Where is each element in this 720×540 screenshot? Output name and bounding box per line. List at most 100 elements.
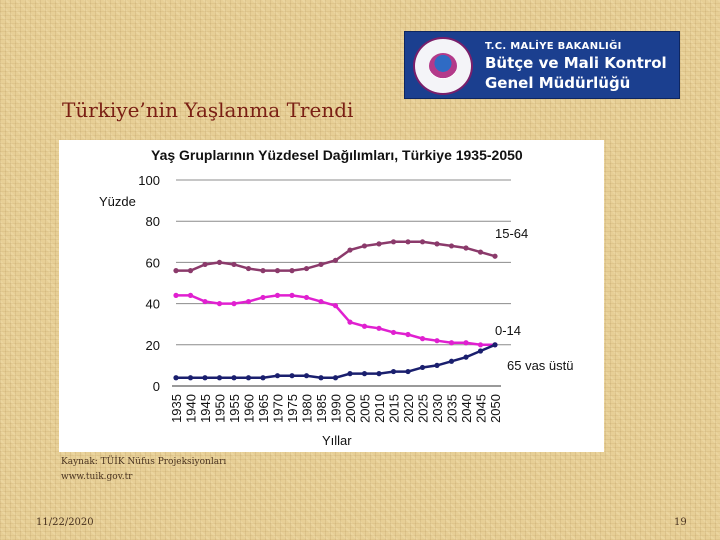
- source-line: Kaynak: TÜİK Nüfus Projeksiyonları: [61, 457, 227, 467]
- data-point: [173, 268, 179, 274]
- data-point: [216, 301, 223, 307]
- data-point: [376, 325, 382, 331]
- x-tick-label: 1965: [256, 394, 271, 423]
- x-tick-label: 2015: [387, 394, 402, 423]
- ministry-logo: T.C. MALİYE BAKANLIĞI Bütçe ve Mali Kont…: [404, 31, 680, 99]
- data-point: [216, 259, 223, 265]
- series-label: 15-64: [495, 226, 528, 241]
- data-point: [260, 294, 266, 301]
- series-label: 0-14: [495, 323, 521, 338]
- x-tick-label: 1940: [184, 394, 199, 423]
- x-tick-label: 2045: [474, 394, 489, 423]
- x-tick-label: 2020: [401, 394, 416, 423]
- data-point: [289, 268, 295, 274]
- data-point: [347, 247, 353, 253]
- data-point: [405, 331, 411, 338]
- data-point: [448, 340, 455, 346]
- data-point: [405, 368, 411, 375]
- data-point: [303, 373, 310, 379]
- data-point: [187, 292, 194, 298]
- x-tick-label: 2000: [343, 394, 358, 423]
- data-point: [303, 265, 310, 272]
- x-tick-label: 2050: [488, 394, 503, 423]
- y-tick-label: 60: [146, 255, 160, 270]
- x-tick-label: 1945: [198, 394, 213, 423]
- data-point: [463, 354, 469, 360]
- data-point: [332, 303, 339, 309]
- series-label: 65 vas üstü: [507, 358, 574, 373]
- x-tick-label: 2030: [430, 394, 445, 423]
- data-point: [347, 319, 353, 325]
- ministry-seal-icon: [413, 37, 473, 95]
- y-tick-label: 20: [146, 338, 160, 353]
- data-point: [477, 342, 484, 348]
- data-point: [245, 375, 252, 381]
- x-tick-label: 1960: [242, 394, 257, 423]
- x-tick-label: 2025: [416, 394, 431, 423]
- data-point: [448, 358, 455, 364]
- x-tick-label: 2005: [358, 394, 373, 423]
- data-point: [361, 371, 368, 377]
- series-line-0-14: [176, 294, 495, 347]
- series-line-65-plus: [176, 343, 496, 380]
- data-point: [376, 371, 382, 377]
- data-point: [289, 373, 295, 379]
- data-point: [492, 253, 498, 259]
- data-point: [187, 375, 194, 381]
- data-point: [202, 298, 208, 305]
- data-point: [332, 375, 339, 381]
- data-point: [187, 268, 194, 274]
- data-point: [463, 340, 469, 346]
- data-point: [202, 375, 208, 381]
- data-point: [260, 268, 266, 274]
- data-point: [448, 243, 455, 249]
- data-point: [434, 362, 440, 368]
- data-point: [245, 298, 252, 305]
- data-point: [492, 342, 498, 348]
- data-point: [477, 249, 484, 255]
- data-point: [274, 373, 281, 379]
- data-point: [376, 241, 382, 247]
- data-point: [390, 239, 397, 245]
- data-point: [231, 301, 237, 307]
- age-distribution-chart: Yaş Gruplarının Yüzdesel Dağılımları, Tü…: [99, 147, 574, 448]
- data-point: [260, 375, 266, 381]
- data-point: [318, 261, 324, 268]
- x-tick-label: 1975: [285, 394, 300, 423]
- logo-line-ministry: T.C. MALİYE BAKANLIĞI: [485, 41, 622, 52]
- x-axis-label: Yıllar: [322, 433, 352, 448]
- data-point: [289, 292, 295, 298]
- y-tick-label: 80: [146, 214, 160, 229]
- data-point: [303, 294, 310, 301]
- data-point: [202, 261, 208, 268]
- logo-line-department: Bütçe ve Mali Kontrol: [485, 54, 667, 72]
- y-axis-label: Yüzde: [99, 194, 136, 209]
- data-point: [318, 375, 324, 381]
- footer-date: 11/22/2020: [36, 517, 94, 528]
- data-point: [231, 375, 237, 381]
- data-point: [477, 348, 484, 354]
- x-tick-label: 1935: [169, 394, 184, 423]
- chart-panel: Yaş Gruplarının Yüzdesel Dağılımları, Tü…: [59, 140, 604, 452]
- data-point: [332, 257, 339, 263]
- chart-title: Yaş Gruplarının Yüzdesel Dağılımları, Tü…: [151, 147, 523, 163]
- y-tick-label: 0: [153, 379, 160, 394]
- data-point: [390, 329, 397, 336]
- y-tick-label: 100: [138, 173, 160, 188]
- data-point: [419, 239, 426, 245]
- data-point: [434, 241, 440, 247]
- x-tick-label: 1985: [314, 394, 329, 423]
- x-tick-label: 1950: [213, 394, 228, 423]
- series-line-15-64: [176, 240, 496, 272]
- data-point: [318, 298, 324, 305]
- x-tick-label: 2035: [445, 394, 460, 423]
- data-point: [216, 375, 223, 381]
- data-point: [173, 375, 179, 381]
- x-tick-label: 2040: [459, 394, 474, 423]
- x-tick-label: 1970: [271, 394, 286, 423]
- data-point: [434, 338, 440, 344]
- data-point: [405, 239, 411, 245]
- data-point: [173, 292, 179, 298]
- x-tick-label: 1980: [300, 394, 315, 423]
- source-note: Kaynak: TÜİK Nüfus Projeksiyonları www.t…: [61, 455, 226, 485]
